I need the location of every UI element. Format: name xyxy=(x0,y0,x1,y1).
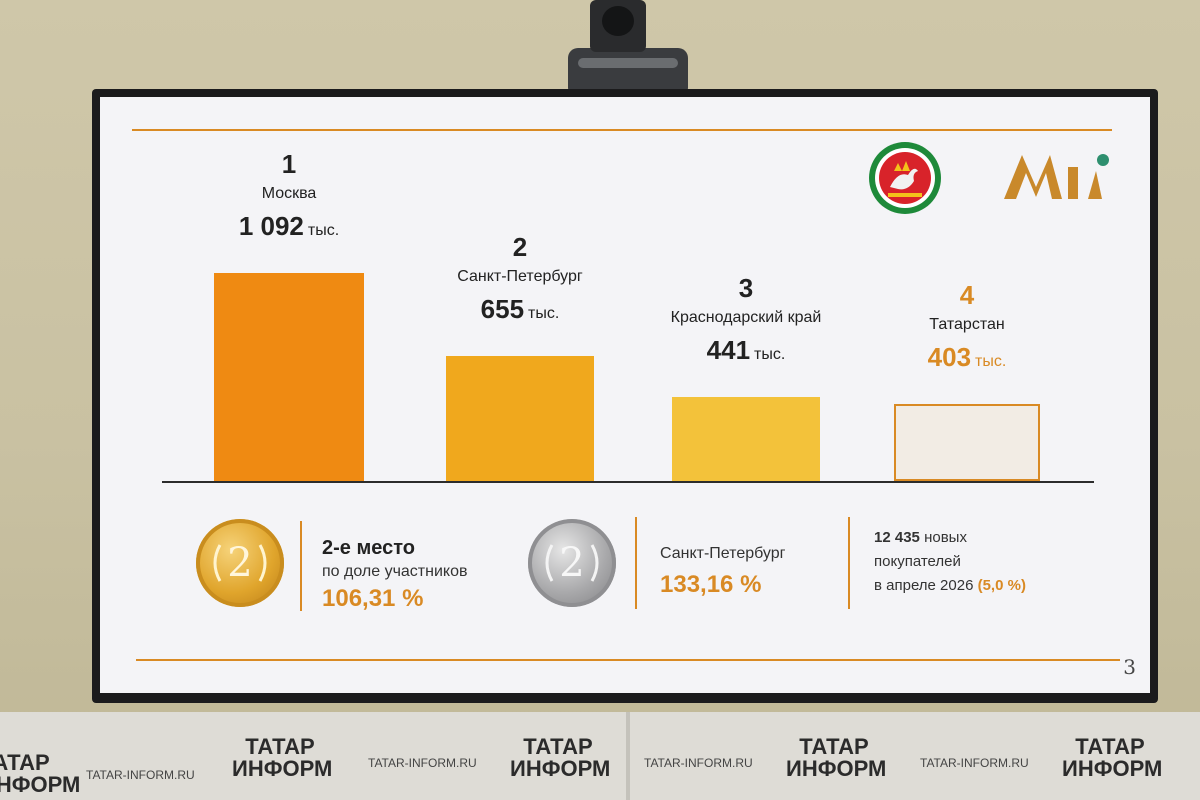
value-unit-2: тыс. xyxy=(528,305,560,322)
place-subtitle: по доле участников xyxy=(322,563,468,580)
buyers-line-1: 12 435 новых xyxy=(874,529,967,546)
brand-logo: ТАТАР ИНФОРМ xyxy=(786,734,887,781)
bar-1 xyxy=(214,273,364,481)
site-text: TATAR-INFORM.RU xyxy=(920,756,1029,770)
value-label-4: 403 тыс. xyxy=(857,342,1077,373)
brand-line-2: ИНФОРМ xyxy=(786,756,887,781)
presentation-slide: 1 Москва 1 092 тыс. 2 Санкт-Петербург 655 тыс. 3… xyxy=(100,97,1150,693)
gold-medal-number: 2 xyxy=(227,540,253,586)
value-number-2: 655 xyxy=(480,294,525,324)
region-label-4: Татарстан xyxy=(929,316,1005,333)
value-number-1: 1 092 xyxy=(238,211,304,241)
silver-medal-icon: 2 xyxy=(528,519,616,607)
bar-3 xyxy=(672,397,820,481)
slide-page-number: 3 xyxy=(1123,655,1136,679)
press-backdrop: ТАТАР ИНФОРМ TATAR-INFORM.RU ТАТАР ИНФОР… xyxy=(0,712,1200,800)
bar-4 xyxy=(894,404,1040,481)
brand-logo: ТАТАР ИНФОРМ xyxy=(232,734,333,781)
brand-line-1: ТАТАР xyxy=(0,750,50,775)
buyers-line-1-rest: новых xyxy=(924,529,967,546)
backdrop-seam xyxy=(626,712,630,800)
brand-line-2: ИНФОРМ xyxy=(0,772,81,797)
region-label-1: Москва xyxy=(261,185,317,202)
buyers-line-2: покупателей xyxy=(874,553,961,570)
region-label-3: Краснодарский край xyxy=(670,309,822,326)
value-unit-4: тыс. xyxy=(975,353,1007,370)
brand-line-1: ТАТАР xyxy=(799,734,869,759)
rank-label-2: 2 xyxy=(512,232,528,262)
brand-logo: ТАТАР ИНФОРМ xyxy=(1062,734,1163,781)
rank-label-4: 4 xyxy=(959,280,975,310)
brand-line-2: ИНФОРМ xyxy=(232,756,333,781)
silver-medal-number: 2 xyxy=(559,540,585,586)
value-label-3: 441 тыс. xyxy=(636,335,856,366)
stat-divider-2 xyxy=(635,517,637,609)
region-label-2: Санкт-Петербург xyxy=(457,268,583,285)
buyers-percent: (5,0 %) xyxy=(977,577,1026,594)
bottom-rule xyxy=(136,659,1120,661)
spb-label: Санкт-Петербург xyxy=(660,545,786,562)
value-label-2: 655 тыс. xyxy=(410,294,630,325)
value-unit-3: тыс. xyxy=(754,346,786,363)
brand-line-1: ТАТАР xyxy=(1075,734,1145,759)
bar-2 xyxy=(446,356,594,481)
tv-display: 1 Москва 1 092 тыс. 2 Санкт-Петербург 655 тыс. 3… xyxy=(92,89,1158,703)
stat-divider-3 xyxy=(848,517,850,609)
brand-logo: ТАТАР ИНФОРМ xyxy=(510,734,611,781)
value-label-1: 1 092 тыс. xyxy=(179,211,399,242)
buyers-line-3: в апреле 2026 (5,0 %) xyxy=(874,577,1026,594)
brand-line-1: ТАТАР xyxy=(523,734,593,759)
brand-logo: ТАТАР ИНФОРМ xyxy=(0,750,81,797)
buyers-period: в апреле 2026 xyxy=(874,577,974,594)
mi-logo-icon xyxy=(1004,154,1109,199)
brand-line-2: ИНФОРМ xyxy=(1062,756,1163,781)
brand-line-2: ИНФОРМ xyxy=(510,756,611,781)
site-text: TATAR-INFORM.RU xyxy=(86,768,195,782)
stat-divider-1 xyxy=(300,521,302,611)
ceiling-camera xyxy=(568,0,688,95)
tatarstan-emblem-icon xyxy=(869,142,941,214)
site-text: TATAR-INFORM.RU xyxy=(368,756,477,770)
place-value: 106,31 % xyxy=(322,585,424,612)
value-number-4: 403 xyxy=(927,342,972,372)
buyers-count: 12 435 xyxy=(874,529,920,546)
value-unit-1: тыс. xyxy=(307,222,340,239)
spb-value: 133,16 % xyxy=(660,571,762,598)
site-text: TATAR-INFORM.RU xyxy=(644,756,753,770)
rank-label-3: 3 xyxy=(738,273,754,303)
value-number-3: 441 xyxy=(706,335,751,365)
gold-medal-icon: 2 xyxy=(196,519,284,607)
brand-line-1: ТАТАР xyxy=(245,734,315,759)
chart-baseline xyxy=(162,481,1094,483)
place-title: 2-е место xyxy=(322,537,415,559)
rank-label-1: 1 xyxy=(281,149,297,179)
top-rule xyxy=(132,129,1112,131)
